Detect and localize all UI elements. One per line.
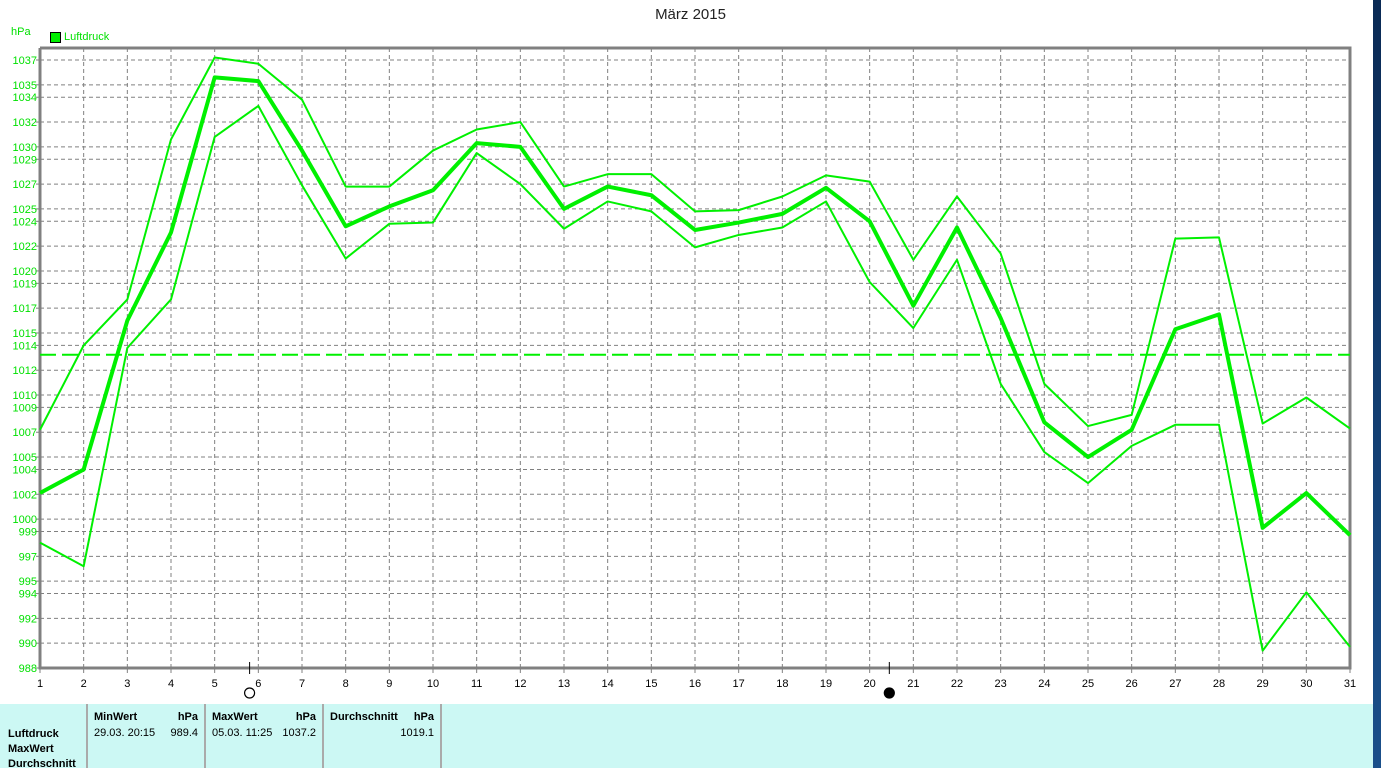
x-tick-label: 16	[689, 678, 701, 690]
min-unit: hPa	[177, 711, 198, 723]
x-tick-label: 15	[645, 678, 657, 690]
series-line-2	[39, 104, 1351, 652]
y-tick-label: 1010	[13, 390, 37, 402]
x-tick-label: 20	[864, 678, 876, 690]
min-column: MinWert hPa 29.03. 20:15 989.4	[88, 704, 206, 768]
y-tick-label: 1030	[13, 142, 37, 154]
chart-title: März 2015	[655, 6, 726, 23]
x-tick-label: 5	[212, 678, 218, 690]
x-tick-label: 2	[81, 678, 87, 690]
min-value: 989.4	[170, 727, 198, 739]
x-tick-label: 3	[124, 678, 130, 690]
y-tick-label: 1032	[13, 117, 37, 129]
y-tick-label: 1035	[13, 80, 37, 92]
min-time: 29.03. 20:15	[94, 727, 156, 739]
x-tick-label: 27	[1169, 678, 1181, 690]
avg-value: 1019.1	[400, 727, 434, 739]
x-tick-label: 4	[168, 678, 174, 690]
plot-border	[38, 46, 1352, 670]
x-tick-label: 28	[1213, 678, 1225, 690]
new-moon-icon	[883, 687, 895, 699]
stats-table: Luftdruck MaxWert Durchschnitt MinWert h…	[0, 704, 1373, 770]
y-tick-label: 994	[19, 589, 37, 601]
x-tick-label: 23	[995, 678, 1007, 690]
avg-unit: hPa	[413, 711, 434, 723]
x-tick-label: 31	[1344, 678, 1356, 690]
x-tick-label: 11	[471, 678, 482, 690]
x-tick-label: 18	[776, 678, 788, 690]
max-time: 05.03. 11:25	[212, 727, 273, 739]
full-moon-icon	[244, 687, 256, 699]
x-tick-label: 30	[1300, 678, 1312, 690]
y-tick-label: 1007	[13, 427, 37, 439]
y-tick-label: 1005	[13, 452, 37, 464]
y-tick-label: 1015	[13, 328, 37, 340]
y-tick-label: 1000	[13, 514, 37, 526]
y-tick-label: 1037	[13, 55, 37, 67]
legend[interactable]: Luftdruck	[50, 31, 109, 43]
x-tick-label: 17	[733, 678, 745, 690]
y-tick-label: 999	[19, 527, 37, 539]
legend-label: Luftdruck	[64, 31, 110, 43]
y-tick-label: 1029	[13, 154, 37, 166]
y-axis-unit: hPa	[11, 26, 31, 38]
y-tick-label: 1020	[13, 266, 37, 278]
max-value: 1037.2	[282, 727, 316, 739]
row-label: Durchschnitt	[8, 758, 76, 770]
min-header: MinWert	[94, 711, 138, 723]
y-tick-label: 1017	[13, 303, 37, 315]
y-tick-label: 1022	[13, 241, 37, 253]
x-tick-label: 7	[299, 678, 305, 690]
avg-column: Durchschnitt hPa 1019.1	[324, 704, 442, 768]
y-tick-label: 1019	[13, 278, 37, 290]
y-tick-label: 1004	[13, 464, 37, 476]
row-label: Luftdruck	[8, 728, 59, 740]
x-tick-label: 26	[1126, 678, 1138, 690]
row-label: MaxWert	[8, 743, 54, 755]
y-tick-label: 997	[19, 551, 37, 563]
max-header: MaxWert	[212, 711, 258, 723]
chart: 1037103510341032103010291027102510241022…	[13, 46, 1356, 699]
max-unit: hPa	[295, 711, 316, 723]
y-tick-label: 1025	[13, 204, 37, 216]
y-tick-label: 990	[19, 638, 37, 650]
x-tick-label: 22	[951, 678, 963, 690]
y-tick-label: 992	[19, 613, 37, 625]
x-tick-label: 24	[1038, 678, 1050, 690]
y-tick-label: 1009	[13, 402, 37, 414]
x-tick-label: 19	[820, 678, 832, 690]
x-tick-label: 29	[1257, 678, 1269, 690]
x-tick-label: 10	[427, 678, 439, 690]
series-line-1	[39, 75, 1352, 537]
y-tick-label: 995	[19, 576, 37, 588]
x-tick-label: 25	[1082, 678, 1094, 690]
x-tick-label: 12	[514, 678, 526, 690]
max-column: MaxWert hPa 05.03. 11:25 1037.2	[206, 704, 324, 768]
series-line-0	[39, 56, 1351, 431]
y-tick-label: 1024	[13, 216, 37, 228]
row-labels: Luftdruck MaxWert Durchschnitt	[0, 704, 88, 770]
y-tick-label: 1002	[13, 489, 37, 501]
avg-header: Durchschnitt	[330, 711, 398, 723]
x-tick-label: 8	[343, 678, 349, 690]
y-tick-label: 1027	[13, 179, 37, 191]
y-tick-label: 1014	[13, 340, 37, 352]
x-tick-label: 14	[602, 678, 614, 690]
x-tick-label: 21	[907, 678, 919, 690]
y-tick-label: 1034	[13, 92, 37, 104]
x-tick-label: 1	[37, 678, 43, 690]
x-tick-label: 6	[255, 678, 261, 690]
y-tick-label: 1012	[13, 365, 37, 377]
y-tick-label: 988	[19, 663, 37, 675]
desktop-edge	[1373, 0, 1381, 768]
x-tick-label: 9	[386, 678, 392, 690]
legend-swatch	[50, 31, 61, 43]
x-tick-label: 13	[558, 678, 570, 690]
